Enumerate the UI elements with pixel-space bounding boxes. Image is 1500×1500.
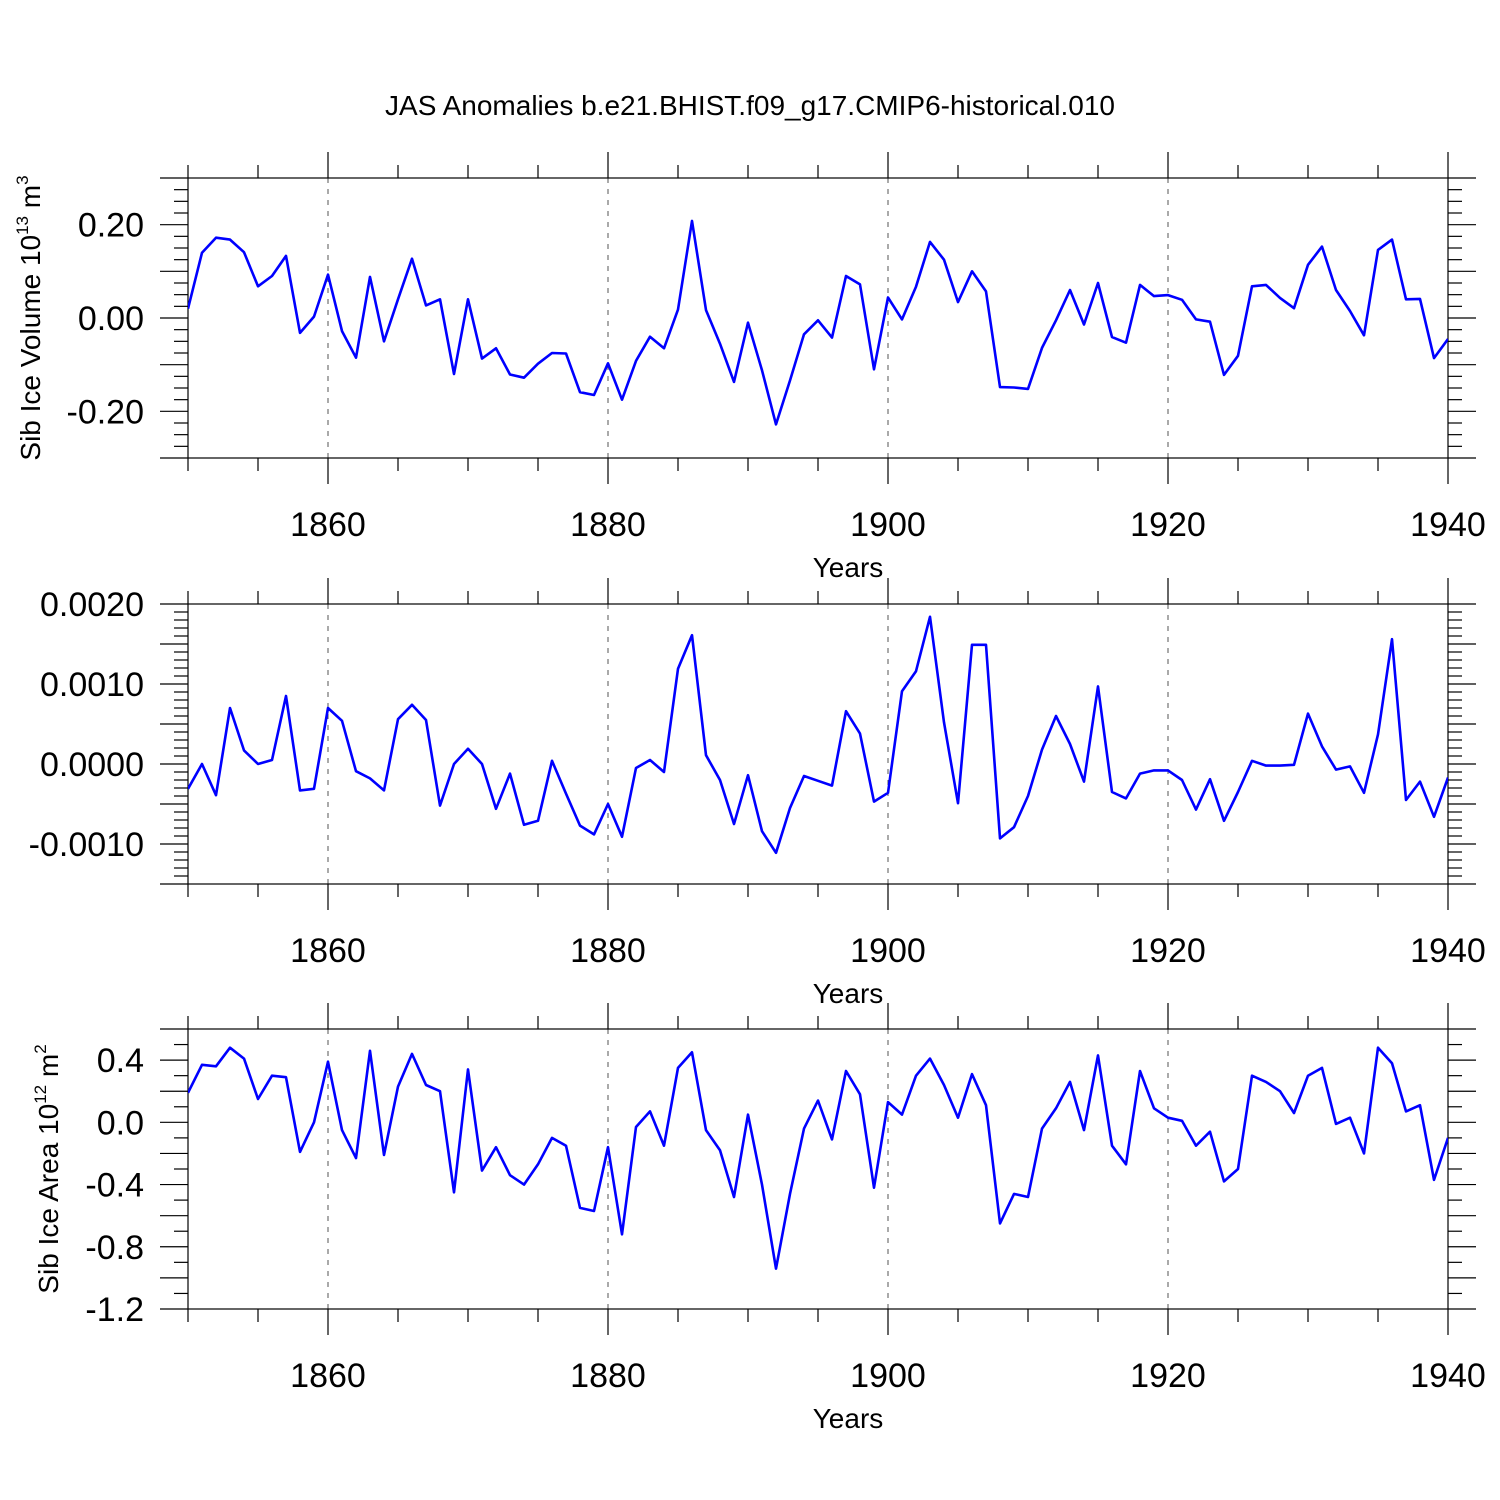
panel-2: 1860 1880 1900 1920 1940 0.0020 0.0010 0.0000 -0… bbox=[0, 578, 1486, 1009]
y-tick-label: 0.4 bbox=[97, 1042, 144, 1080]
y-tick-label: 0.20 bbox=[78, 207, 144, 245]
y-tick-label: 0.0000 bbox=[40, 746, 144, 784]
y-axis-label: Sib Ice Volume 1013 m3 bbox=[13, 175, 46, 460]
y-tick-label: -1.2 bbox=[85, 1291, 144, 1329]
plot-frame bbox=[187, 177, 1449, 459]
y-tick-label: 0.0 bbox=[97, 1104, 144, 1142]
plot-frame bbox=[187, 603, 1449, 885]
panel-3: 1860 1880 1900 1920 1940 0.4 0.0 -0.4 -0.8 -1.2 Ye… bbox=[31, 1003, 1486, 1434]
series-line-sib-snow-volume bbox=[188, 615, 1448, 855]
y-tick-label: 0.0020 bbox=[40, 586, 144, 624]
plot-frame bbox=[187, 1028, 1449, 1310]
x-tick-label: 1920 bbox=[1130, 1357, 1206, 1395]
x-tick-label: 1860 bbox=[290, 1357, 366, 1395]
x-tick-label: 1940 bbox=[1410, 1357, 1486, 1395]
x-tick-label: 1900 bbox=[850, 506, 926, 544]
x-tick-label: 1920 bbox=[1130, 506, 1206, 544]
x-tick-label: 1880 bbox=[570, 1357, 646, 1395]
y-tick-label: -0.20 bbox=[67, 393, 145, 431]
x-tick-label: 1860 bbox=[290, 506, 366, 544]
x-tick-label: 1900 bbox=[850, 932, 926, 970]
y-axis-label: Sib Ice Area 1012 m2 bbox=[31, 1044, 64, 1293]
x-axis-label: Years bbox=[813, 978, 884, 1009]
panel-1: 1860 1880 1900 1920 1940 0.20 0.00 -0.20 Years Si… bbox=[13, 152, 1486, 583]
chart-title: JAS Anomalies b.e21.BHIST.f09_g17.CMIP6-… bbox=[385, 90, 1115, 121]
y-tick-label: 0.00 bbox=[78, 300, 144, 338]
x-axis-label: Years bbox=[813, 552, 884, 583]
x-tick-label: 1920 bbox=[1130, 932, 1206, 970]
panels: 1860 1880 1900 1920 1940 0.20 0.00 -0.20 Years Si… bbox=[0, 152, 1486, 1434]
y-axis-label: Sib Snow Volume 1013 m3 bbox=[0, 585, 1, 903]
x-tick-label: 1940 bbox=[1410, 932, 1486, 970]
x-tick-label: 1860 bbox=[290, 932, 366, 970]
x-tick-label: 1880 bbox=[570, 506, 646, 544]
y-tick-label: -0.4 bbox=[85, 1167, 144, 1205]
y-tick-label: 0.0010 bbox=[40, 666, 144, 704]
y-tick-label: -0.8 bbox=[85, 1229, 144, 1267]
x-tick-label: 1900 bbox=[850, 1357, 926, 1395]
y-tick-label: -0.0010 bbox=[29, 826, 144, 864]
series-line-sib-ice-volume bbox=[188, 219, 1448, 426]
x-tick-label: 1880 bbox=[570, 932, 646, 970]
series-line-sib-ice-area bbox=[188, 1046, 1448, 1270]
x-axis-label: Years bbox=[813, 1403, 884, 1434]
x-tick-label: 1940 bbox=[1410, 506, 1486, 544]
